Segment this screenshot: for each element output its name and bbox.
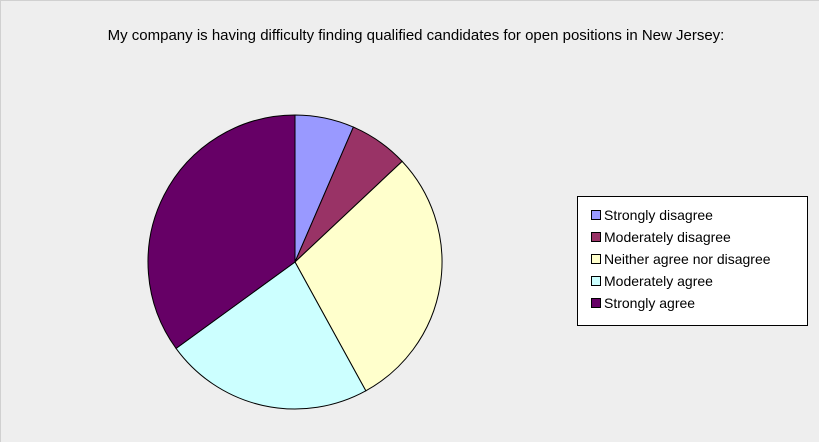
slice-strongly-agree (147, 114, 296, 350)
legend-label: Neither agree nor disagree (604, 251, 771, 267)
legend-item-strongly-disagree: Strongly disagree (591, 204, 807, 226)
legend-swatch (591, 298, 601, 308)
legend-label: Moderately agree (604, 273, 713, 289)
legend-item-moderately-disagree: Moderately disagree (591, 226, 807, 248)
legend-swatch (591, 210, 601, 220)
legend-label: Moderately disagree (604, 229, 731, 245)
slice-moderately-agree (175, 261, 367, 410)
chart-legend: Strongly disagree Moderately disagree Ne… (577, 196, 808, 326)
legend-label: Strongly disagree (604, 207, 713, 223)
legend-swatch (591, 254, 601, 264)
legend-swatch (591, 276, 601, 286)
legend-item-strongly-agree: Strongly agree (591, 292, 807, 314)
legend-item-moderately-agree: Moderately agree (591, 270, 807, 292)
legend-item-neither: Neither agree nor disagree (591, 248, 807, 270)
slice-neither (294, 160, 443, 392)
legend-label: Strongly agree (604, 295, 696, 311)
chart-title: My company is having difficulty finding … (107, 27, 725, 44)
legend-swatch (591, 232, 601, 242)
